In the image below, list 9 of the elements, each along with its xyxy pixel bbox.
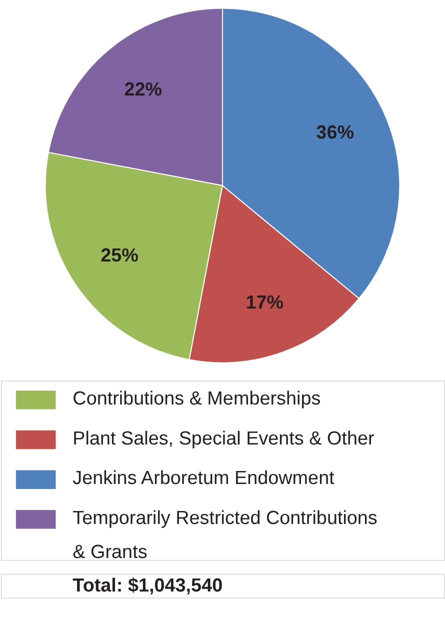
- data-label: 17%: [246, 292, 284, 314]
- legend-label: Plant Sales, Special Events & Other: [72, 428, 374, 450]
- legend-label: Contributions & Memberships: [72, 388, 321, 410]
- text: Total: $1,043,540: [72, 576, 223, 597]
- legend-label: Jenkins Arboretum Endowment: [72, 468, 336, 490]
- data-label: 22%: [124, 80, 162, 101]
- legend-label: Temporarily Restricted Contributions & Grants: [72, 508, 378, 563]
- data-label: 25%: [100, 245, 139, 266]
- data-label: 36%: [316, 122, 354, 144]
